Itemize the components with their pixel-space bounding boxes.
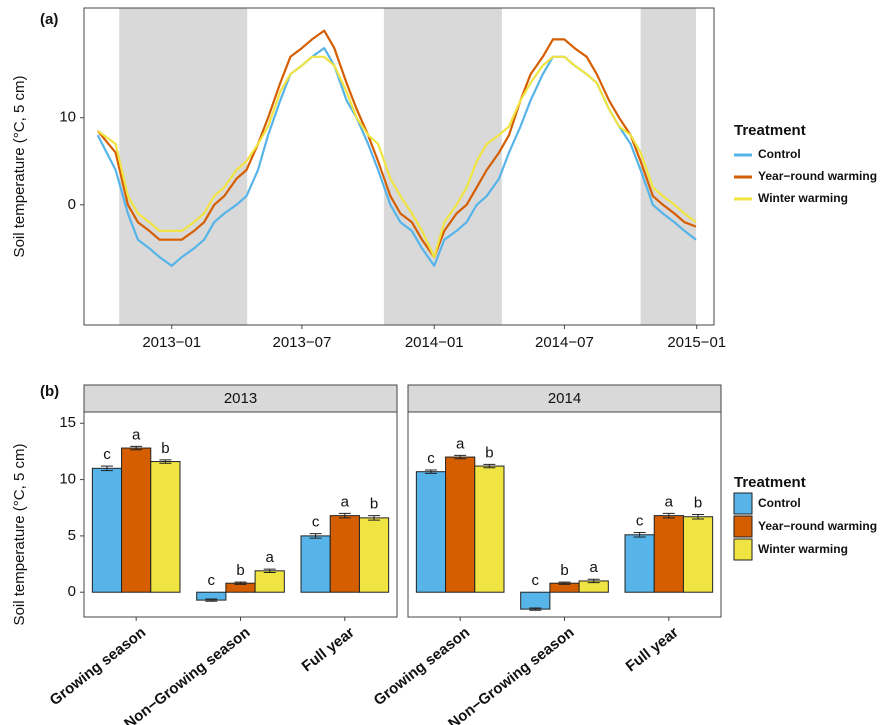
error-bar [633,532,646,538]
y-tick-label: 15 [59,414,76,431]
legend-swatch [733,538,753,561]
significance-letter: b [370,496,378,513]
x-tick-label: Full year [299,624,358,675]
bar [445,456,476,593]
error-bar [424,469,437,474]
error-bar [662,512,675,519]
error-bar [100,465,113,472]
error-bar [205,598,218,602]
facet-title: 2014 [548,390,581,407]
significance-letter: a [456,435,465,452]
error-bar [263,568,276,574]
y-tick-label: 10 [59,471,76,488]
significance-letter: c [312,514,320,531]
y-tick-label: 0 [68,583,76,600]
error-bar [368,515,381,521]
error-bar [587,578,600,584]
significance-letter: b [560,562,568,579]
facet-strip [407,384,722,413]
bar [91,467,123,593]
legend-swatch [733,492,753,515]
bar [358,517,390,593]
bar [150,461,181,593]
error-bar [454,454,467,460]
error-bar [130,445,143,451]
series-line [96,29,697,259]
x-tick-label: 2013−01 [142,334,201,351]
significance-letter: a [341,493,350,510]
significance-letter: c [636,512,644,529]
shaded-period [383,8,502,325]
error-bar [692,514,705,520]
error-bar [309,533,322,539]
bar [415,471,447,593]
x-tick-label: Full year [623,624,682,675]
panel-label: (a) [40,11,58,28]
x-tick-label: Growing season [47,624,149,709]
significance-letter: b [694,494,702,511]
series-line [97,55,697,259]
bar [653,515,684,593]
significance-letter: a [665,493,674,510]
x-tick-label: 2014−01 [405,334,464,351]
significance-letter: b [485,444,493,461]
legend-title: Treatment [734,122,806,139]
legend-title: Treatment [734,474,806,491]
error-bar [159,459,172,464]
error-bar [529,607,542,611]
plot-frame [83,7,715,326]
y-tick-label: 10 [59,109,76,126]
facet-strip [83,384,398,413]
legend-label: Winter warming [758,542,848,556]
bar [520,591,551,610]
error-bar [483,463,496,469]
legend-label: Control [758,147,801,161]
legend-label: Control [758,496,801,510]
significance-letter: a [590,559,599,576]
error-bar [338,512,351,519]
y-tick-label: 0 [68,196,76,213]
bar [300,535,331,593]
bar [254,570,285,593]
significance-letter: c [532,572,540,589]
bar [682,516,714,593]
facet-title: 2013 [224,390,257,407]
error-bar [558,581,571,585]
significance-letter: b [236,562,244,579]
error-bar [234,581,247,585]
significance-letter: a [132,426,141,443]
shaded-period [640,8,697,325]
legend-label: Winter warming [758,191,848,205]
shaded-period [119,8,248,325]
significance-letter: c [427,450,435,467]
significance-letter: a [266,549,275,566]
significance-letter: b [161,440,169,457]
x-tick-label: 2015−01 [667,334,726,351]
y-tick-label: 5 [68,527,76,544]
bar [474,465,505,593]
x-tick-label: 2013−07 [272,334,331,351]
panel-label: (b) [40,383,59,400]
bar [329,515,360,593]
bar [624,534,655,593]
x-tick-label: 2014−07 [535,334,594,351]
significance-letter: c [208,572,216,589]
y-axis-label: Soil temperature (°C, 5 cm) [11,76,28,258]
y-axis-label: Soil temperature (°C, 5 cm) [11,444,28,626]
legend-swatch [733,515,753,538]
bar [121,447,152,593]
legend-label: Year−round warming [758,169,877,183]
legend-label: Year−round warming [758,519,877,533]
x-tick-label: Growing season [371,624,473,709]
significance-letter: c [103,446,111,463]
